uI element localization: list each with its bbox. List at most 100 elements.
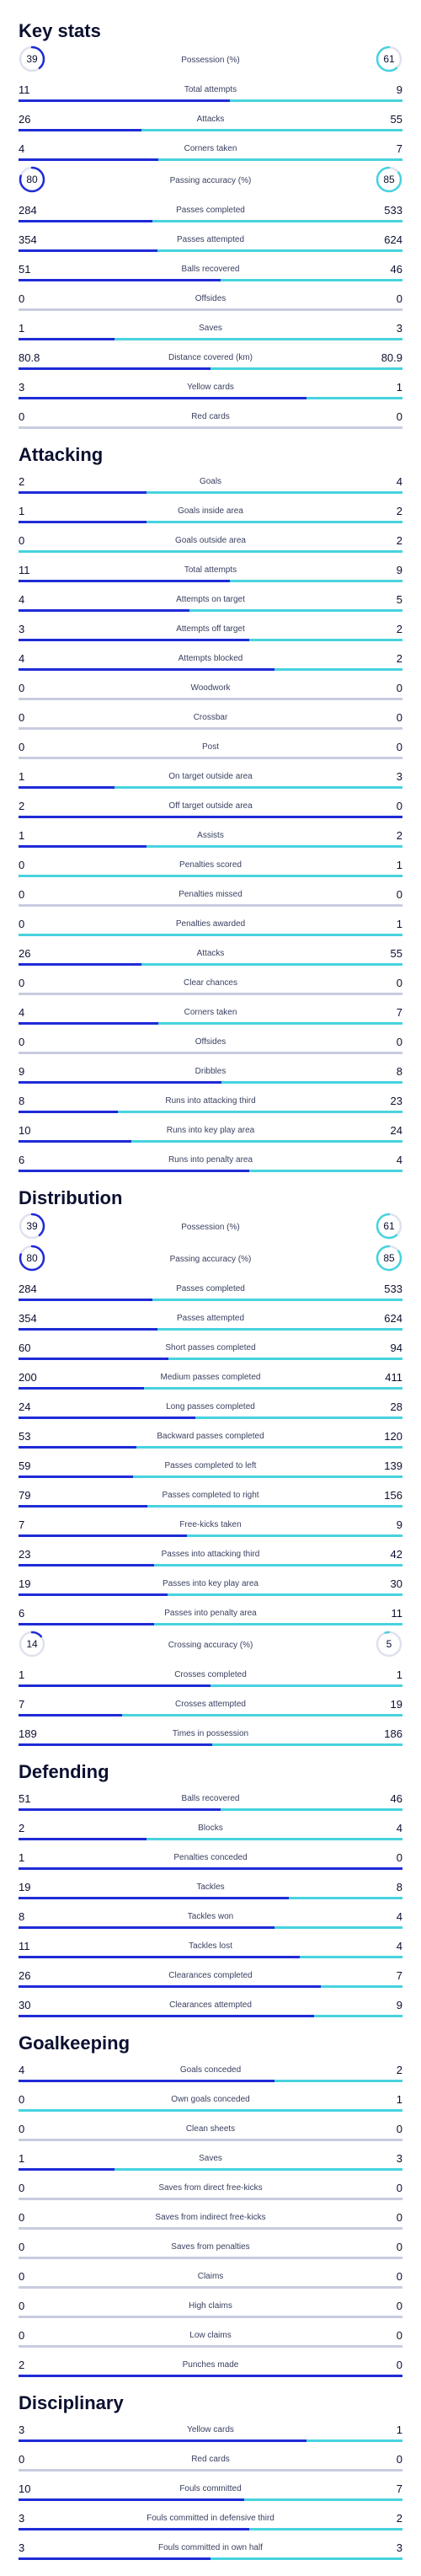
- away-value: 8: [396, 1881, 402, 1893]
- away-bar: [19, 308, 402, 311]
- stat-label: On target outside area: [168, 772, 253, 781]
- home-value: 0: [19, 711, 25, 724]
- away-value-ring: 85: [376, 166, 402, 193]
- away-value: 94: [390, 1342, 402, 1354]
- home-value: 80: [26, 1252, 38, 1264]
- stat-row-penalties-missed: 0 Penalties missed 0: [19, 881, 402, 910]
- stat-row-penalties-scored: 0 Penalties scored 1: [19, 851, 402, 881]
- home-bar: [19, 1534, 187, 1537]
- stat-row-balls-recovered: 51 Balls recovered 46: [19, 255, 402, 285]
- away-bar: [210, 2557, 402, 2560]
- stat-label: Passes into penalty area: [164, 1609, 257, 1618]
- stat-label: Punches made: [182, 2360, 239, 2370]
- away-value: 1: [396, 2093, 402, 2106]
- stat-label: Penalties missed: [179, 890, 242, 899]
- home-bar: [19, 129, 142, 131]
- stat-row-off-target-outside-area: 2 Off target outside area 0: [19, 792, 402, 822]
- home-value: 51: [19, 1792, 31, 1805]
- stat-label: Attacks: [196, 949, 225, 958]
- stat-row-penalties-conceded: 1 Penalties conceded 0: [19, 1844, 402, 1873]
- away-value: 0: [396, 2329, 402, 2342]
- comparison-bar: [19, 1714, 402, 1716]
- comparison-bar: [19, 1505, 402, 1508]
- away-ring-graphic: [376, 46, 402, 72]
- home-value: 3: [19, 2512, 25, 2525]
- section-title: Goalkeeping: [19, 2032, 131, 2054]
- stat-row-goals-inside-area: 1 Goals inside area 2: [19, 497, 402, 527]
- comparison-bar: [19, 1564, 402, 1566]
- comparison-bar: [19, 934, 402, 936]
- comparison-bar: [19, 367, 402, 370]
- home-value: 39: [26, 53, 38, 65]
- home-value: 0: [19, 2182, 25, 2194]
- away-bar: [274, 668, 402, 671]
- stat-row-medium-passes-completed: 200 Medium passes completed 411: [19, 1363, 402, 1393]
- home-bar: [19, 2080, 274, 2082]
- stat-row-attempts-blocked: 4 Attempts blocked 2: [19, 645, 402, 674]
- away-value: 0: [396, 2453, 402, 2466]
- home-value: 0: [19, 2300, 25, 2312]
- stat-row-balls-recovered: 51 Balls recovered 46: [19, 1785, 402, 1814]
- stat-label: Goals: [199, 477, 222, 486]
- home-value: 3: [19, 2541, 25, 2554]
- stat-row-possession: 39 Possession (%) 61: [19, 44, 402, 76]
- stat-row-passes-completed: 284 Passes completed 533: [19, 1275, 402, 1304]
- home-value: 0: [19, 2211, 25, 2224]
- away-bar: [141, 963, 402, 966]
- away-value: 0: [396, 2123, 402, 2135]
- ring-fill: [19, 1631, 45, 1658]
- home-bar: [19, 1505, 148, 1508]
- home-value: 200: [19, 1371, 37, 1384]
- away-bar: [19, 1052, 402, 1054]
- away-value: 411: [385, 1371, 402, 1384]
- stat-row-own-goals-conceded: 0 Own goals conceded 1: [19, 2086, 402, 2115]
- stat-label: Distance covered (km): [168, 353, 253, 362]
- away-bar: [211, 1743, 402, 1746]
- section-defending: Defending 51 Balls recovered 46 2 Blocks 4 1 Pen…: [19, 1759, 402, 2021]
- stat-label: Yellow cards: [187, 383, 234, 392]
- stat-label: Clean sheets: [185, 2124, 236, 2134]
- stat-row-distance-covered-km: 80.8 Distance covered (km) 80.9: [19, 344, 402, 373]
- away-bar: [221, 1081, 402, 1084]
- away-value: 1: [396, 381, 402, 394]
- stat-row-total-attempts: 11 Total attempts 9: [19, 76, 402, 105]
- away-bar: [229, 99, 402, 102]
- away-value: 0: [396, 682, 402, 694]
- home-bar: [19, 609, 189, 612]
- away-bar: [19, 550, 402, 553]
- comparison-bar: [19, 786, 402, 789]
- stat-row-passes-attempted: 354 Passes attempted 624: [19, 226, 402, 255]
- home-bar: [19, 1714, 122, 1716]
- stat-label: Possession (%): [181, 56, 240, 65]
- home-value: 1: [19, 770, 25, 783]
- away-bar: [146, 845, 402, 848]
- away-value: 80.9: [381, 351, 402, 364]
- comparison-bar: [19, 698, 402, 700]
- away-value: 0: [396, 977, 402, 989]
- away-value: 85: [383, 1252, 395, 1264]
- stat-label: Offsides: [195, 1037, 226, 1047]
- away-bar: [146, 491, 402, 494]
- stat-label: Tackles lost: [189, 1941, 232, 1951]
- home-value: 0: [19, 292, 25, 305]
- stat-label: Possession (%): [181, 1223, 240, 1232]
- ring-fill: [19, 46, 45, 72]
- away-bar: [210, 1684, 402, 1687]
- stat-label: Clearances completed: [168, 1971, 253, 1980]
- home-value: 80: [26, 174, 38, 185]
- stat-row-clearances-attempted: 30 Clearances attempted 9: [19, 1991, 402, 2021]
- away-bar: [274, 2080, 402, 2082]
- stat-label: Passing accuracy (%): [169, 1255, 252, 1264]
- stat-label: Red cards: [191, 2455, 230, 2464]
- home-bar: [19, 668, 274, 671]
- stat-label: Fouls committed in defensive third: [147, 2514, 274, 2523]
- stat-label: Runs into attacking third: [165, 1096, 256, 1106]
- away-bar: [186, 1534, 402, 1537]
- away-value: 7: [396, 1969, 402, 1982]
- away-value: 3: [396, 2152, 402, 2165]
- home-bar: [19, 1081, 222, 1084]
- away-value: 2: [396, 652, 402, 665]
- home-value: 354: [19, 233, 37, 246]
- home-value: 53: [19, 1430, 31, 1443]
- home-bar: [19, 491, 147, 494]
